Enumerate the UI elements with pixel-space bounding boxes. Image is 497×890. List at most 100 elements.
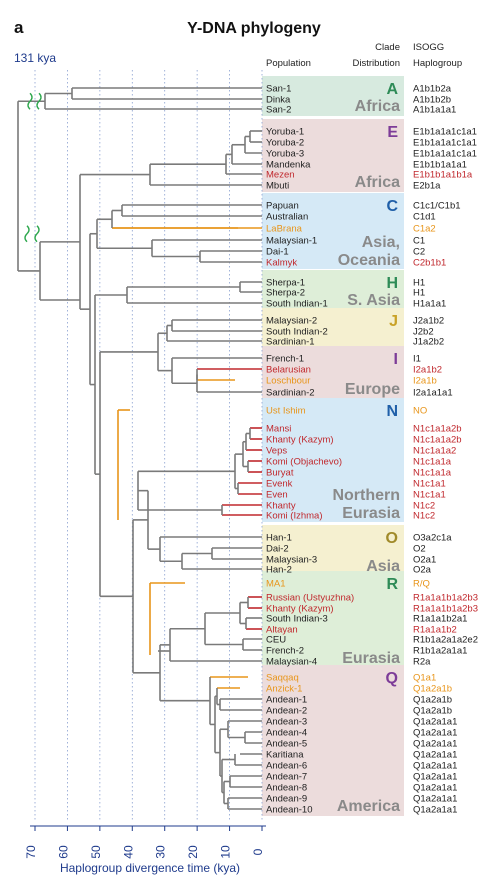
phylogenetic-tree — [17, 87, 262, 810]
population-label: Dai-1 — [266, 247, 289, 258]
haplogroup-label: NO — [413, 406, 427, 417]
clade-region: Europe — [345, 381, 400, 398]
population-label: Mansi — [266, 424, 291, 435]
population-label: Altayan — [266, 625, 298, 636]
haplogroup-label: R1a1a1b1a2b3 — [413, 604, 478, 615]
clade-letter: Q — [386, 670, 398, 687]
population-label: Malaysian-3 — [266, 555, 317, 566]
haplogroup-label: Q1a2a1a1 — [413, 761, 457, 772]
clade-letter: O — [386, 530, 398, 547]
population-label: Belarusian — [266, 365, 311, 376]
haplogroup-label: N1c2 — [413, 511, 435, 522]
population-label: Yoruba-3 — [266, 149, 304, 160]
clade-letter: H — [386, 275, 398, 292]
clade-letter: R — [386, 576, 398, 593]
axis-tick-label: 20 — [186, 845, 200, 859]
population-label: Yoruba-2 — [266, 138, 304, 149]
haplogroup-label: O2a — [413, 565, 432, 576]
population-label: Malaysian-1 — [266, 236, 317, 247]
row-labels: San-1 A1b1b2a Dinka A1b1b2b San-2 A1b1a1a1 Yor… — [266, 84, 478, 816]
haplogroup-label: N1c1a1a2b — [413, 424, 462, 435]
axis-tick-label: 60 — [56, 845, 70, 859]
clade-panel-background — [262, 525, 404, 576]
population-label: Papuan — [266, 201, 299, 212]
haplogroup-label: R1b1a2a1a1 — [413, 646, 467, 657]
clade-region: Asia — [366, 558, 400, 575]
haplogroup-label: J1a2b2 — [413, 337, 444, 348]
population-label: Dai-2 — [266, 544, 289, 555]
population-label: CEU — [266, 635, 286, 646]
axis-label: Haplogroup divergence time (kya) — [60, 861, 240, 875]
population-label: Han-2 — [266, 565, 292, 576]
haplogroup-label: A1b1b2b — [413, 95, 451, 106]
haplogroup-label: I1 — [413, 354, 421, 365]
population-label: Komi (Objachevo) — [266, 457, 342, 468]
population-label: Buryat — [266, 468, 294, 479]
population-label: Andean-10 — [266, 805, 312, 816]
clade-letter: I — [394, 351, 398, 368]
haplogroup-label: Q1a2a1b — [413, 684, 452, 695]
clade-panel-background — [262, 665, 404, 816]
haplogroup-label: R1a1a1b1a2b3 — [413, 593, 478, 604]
population-label: Anzick-1 — [266, 684, 302, 695]
clade-region: Asia, — [362, 234, 400, 251]
haplogroup-label: N1c1a1a — [413, 457, 452, 468]
break-mark — [24, 225, 30, 243]
haplogroup-label: C1a2 — [413, 224, 436, 235]
population-label: Andean-1 — [266, 695, 307, 706]
clade-region: S. Asia — [347, 292, 400, 309]
population-label: Andean-8 — [266, 783, 307, 794]
population-label: Andean-9 — [266, 794, 307, 805]
axis-tick-label: 50 — [89, 845, 103, 859]
population-label: French-1 — [266, 354, 304, 365]
clade-letter: N — [386, 403, 398, 420]
haplogroup-label: I2a1b — [413, 376, 437, 387]
population-label: LaBrana — [266, 224, 303, 235]
clade-panel: I Europe — [262, 346, 404, 399]
haplogroup-label: Q1a2a1b — [413, 706, 452, 717]
population-label: Khanty — [266, 501, 296, 512]
population-label: Loschbour — [266, 376, 310, 387]
root-age-label: 131 kya — [14, 51, 56, 65]
haplogroup-label: R2a — [413, 657, 431, 668]
clade-region: Northern — [332, 487, 400, 504]
time-axis: 70 60 50 40 30 20 10 0 — [24, 825, 266, 859]
haplogroup-label: A1b1a1a1 — [413, 105, 456, 116]
break-mark — [27, 92, 33, 110]
haplogroup-label: E1b1b1a1a1 — [413, 160, 467, 171]
haplogroup-label: H1a1a1 — [413, 299, 446, 310]
population-label: South Indian-2 — [266, 327, 328, 338]
population-label: Sardinian-1 — [266, 337, 315, 348]
haplogroup-label: R1a1a1b2a1 — [413, 614, 467, 625]
haplogroup-label: H1 — [413, 278, 425, 289]
population-label: San-2 — [266, 105, 291, 116]
population-label: Andean-4 — [266, 728, 307, 739]
haplogroup-label: A1b1b2a — [413, 84, 452, 95]
haplogroup-label: N1c1a1 — [413, 490, 446, 501]
population-label: Sherpa-1 — [266, 278, 305, 289]
haplogroup-label: I2a1a1a1 — [413, 388, 453, 399]
clade-region: Africa — [355, 174, 400, 191]
population-label: Veps — [266, 446, 287, 457]
haplogroup-label: N1c1a1a2b — [413, 435, 462, 446]
clade-panel-background — [262, 119, 404, 192]
axis-tick-label: 40 — [121, 845, 135, 859]
population-label: Andean-2 — [266, 706, 307, 717]
haplogroup-label: C1c1/C1b1 — [413, 201, 461, 212]
haplogroup-label: Q1a2a1a1 — [413, 783, 457, 794]
haplogroup-label: E2b1a — [413, 181, 441, 192]
haplogroup-label: N1c1a1 — [413, 479, 446, 490]
population-header: Population — [266, 58, 311, 69]
clade-letter: A — [386, 81, 398, 98]
clade-region: Eurasia — [342, 650, 400, 667]
population-label: Australian — [266, 212, 308, 223]
population-label: Andean-7 — [266, 772, 307, 783]
population-label: Evenk — [266, 479, 293, 490]
clade-panel: J — [262, 308, 404, 348]
haplogroup-label: I2a1b2 — [413, 365, 442, 376]
haplogroup-label: Q1a1 — [413, 673, 436, 684]
population-label: Andean-6 — [266, 761, 307, 772]
haplogroup-label: E1b1b1a1b1a — [413, 170, 473, 181]
clade-panel: C Asia,Oceania — [262, 193, 404, 269]
